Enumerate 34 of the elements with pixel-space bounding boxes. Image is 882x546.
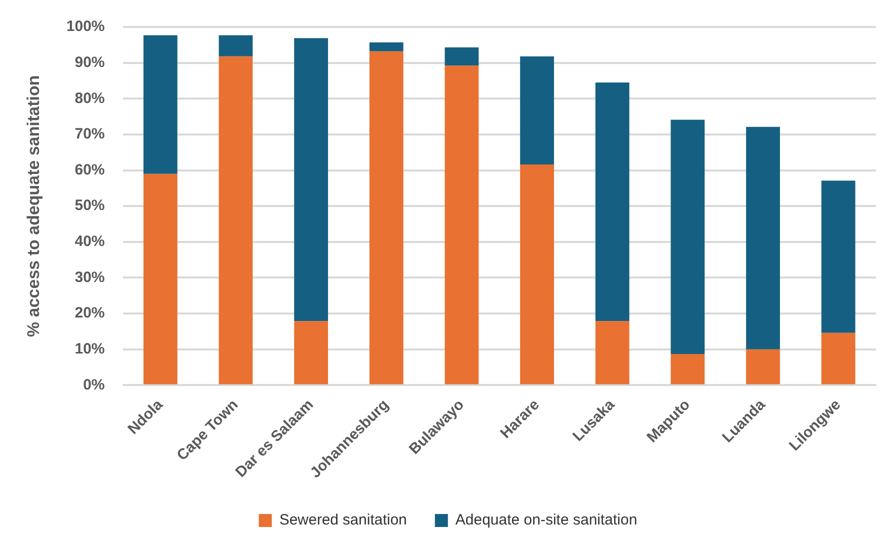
bar [595, 321, 630, 384]
y-tick-label: 0% [83, 376, 105, 394]
bar [218, 35, 253, 56]
y-tick-label: 20% [74, 304, 105, 322]
y-tick-label: 70% [74, 126, 105, 143]
bar [218, 56, 253, 384]
bar [444, 66, 479, 384]
y-tick-label: 60% [74, 161, 105, 178]
bar [670, 120, 705, 354]
bar [369, 42, 404, 52]
y-tick-label: 50% [74, 197, 105, 214]
bar [520, 56, 554, 165]
bar [746, 349, 780, 384]
bar [143, 174, 178, 384]
bar [294, 38, 328, 322]
bar [444, 47, 479, 66]
bar [821, 332, 856, 384]
bar [821, 180, 856, 333]
legend-label: Sewered sanitation [279, 512, 407, 529]
y-tick-label: 30% [74, 268, 105, 286]
legend-label: Adequate on-site sanitation [455, 512, 638, 529]
y-tick-label: 10% [74, 340, 105, 358]
bar [143, 35, 178, 174]
y-tick-label: 80% [74, 90, 105, 107]
y-tick-label: 40% [74, 233, 105, 250]
bar [520, 164, 554, 384]
y-tick-label: 100% [66, 18, 105, 36]
y-axis-title: % access to adequate sanitation [24, 75, 43, 337]
bar [670, 354, 705, 384]
bar [294, 321, 328, 384]
bar [746, 126, 780, 350]
bar [595, 82, 630, 322]
y-tick-label: 90% [74, 54, 105, 71]
bar [369, 51, 404, 384]
